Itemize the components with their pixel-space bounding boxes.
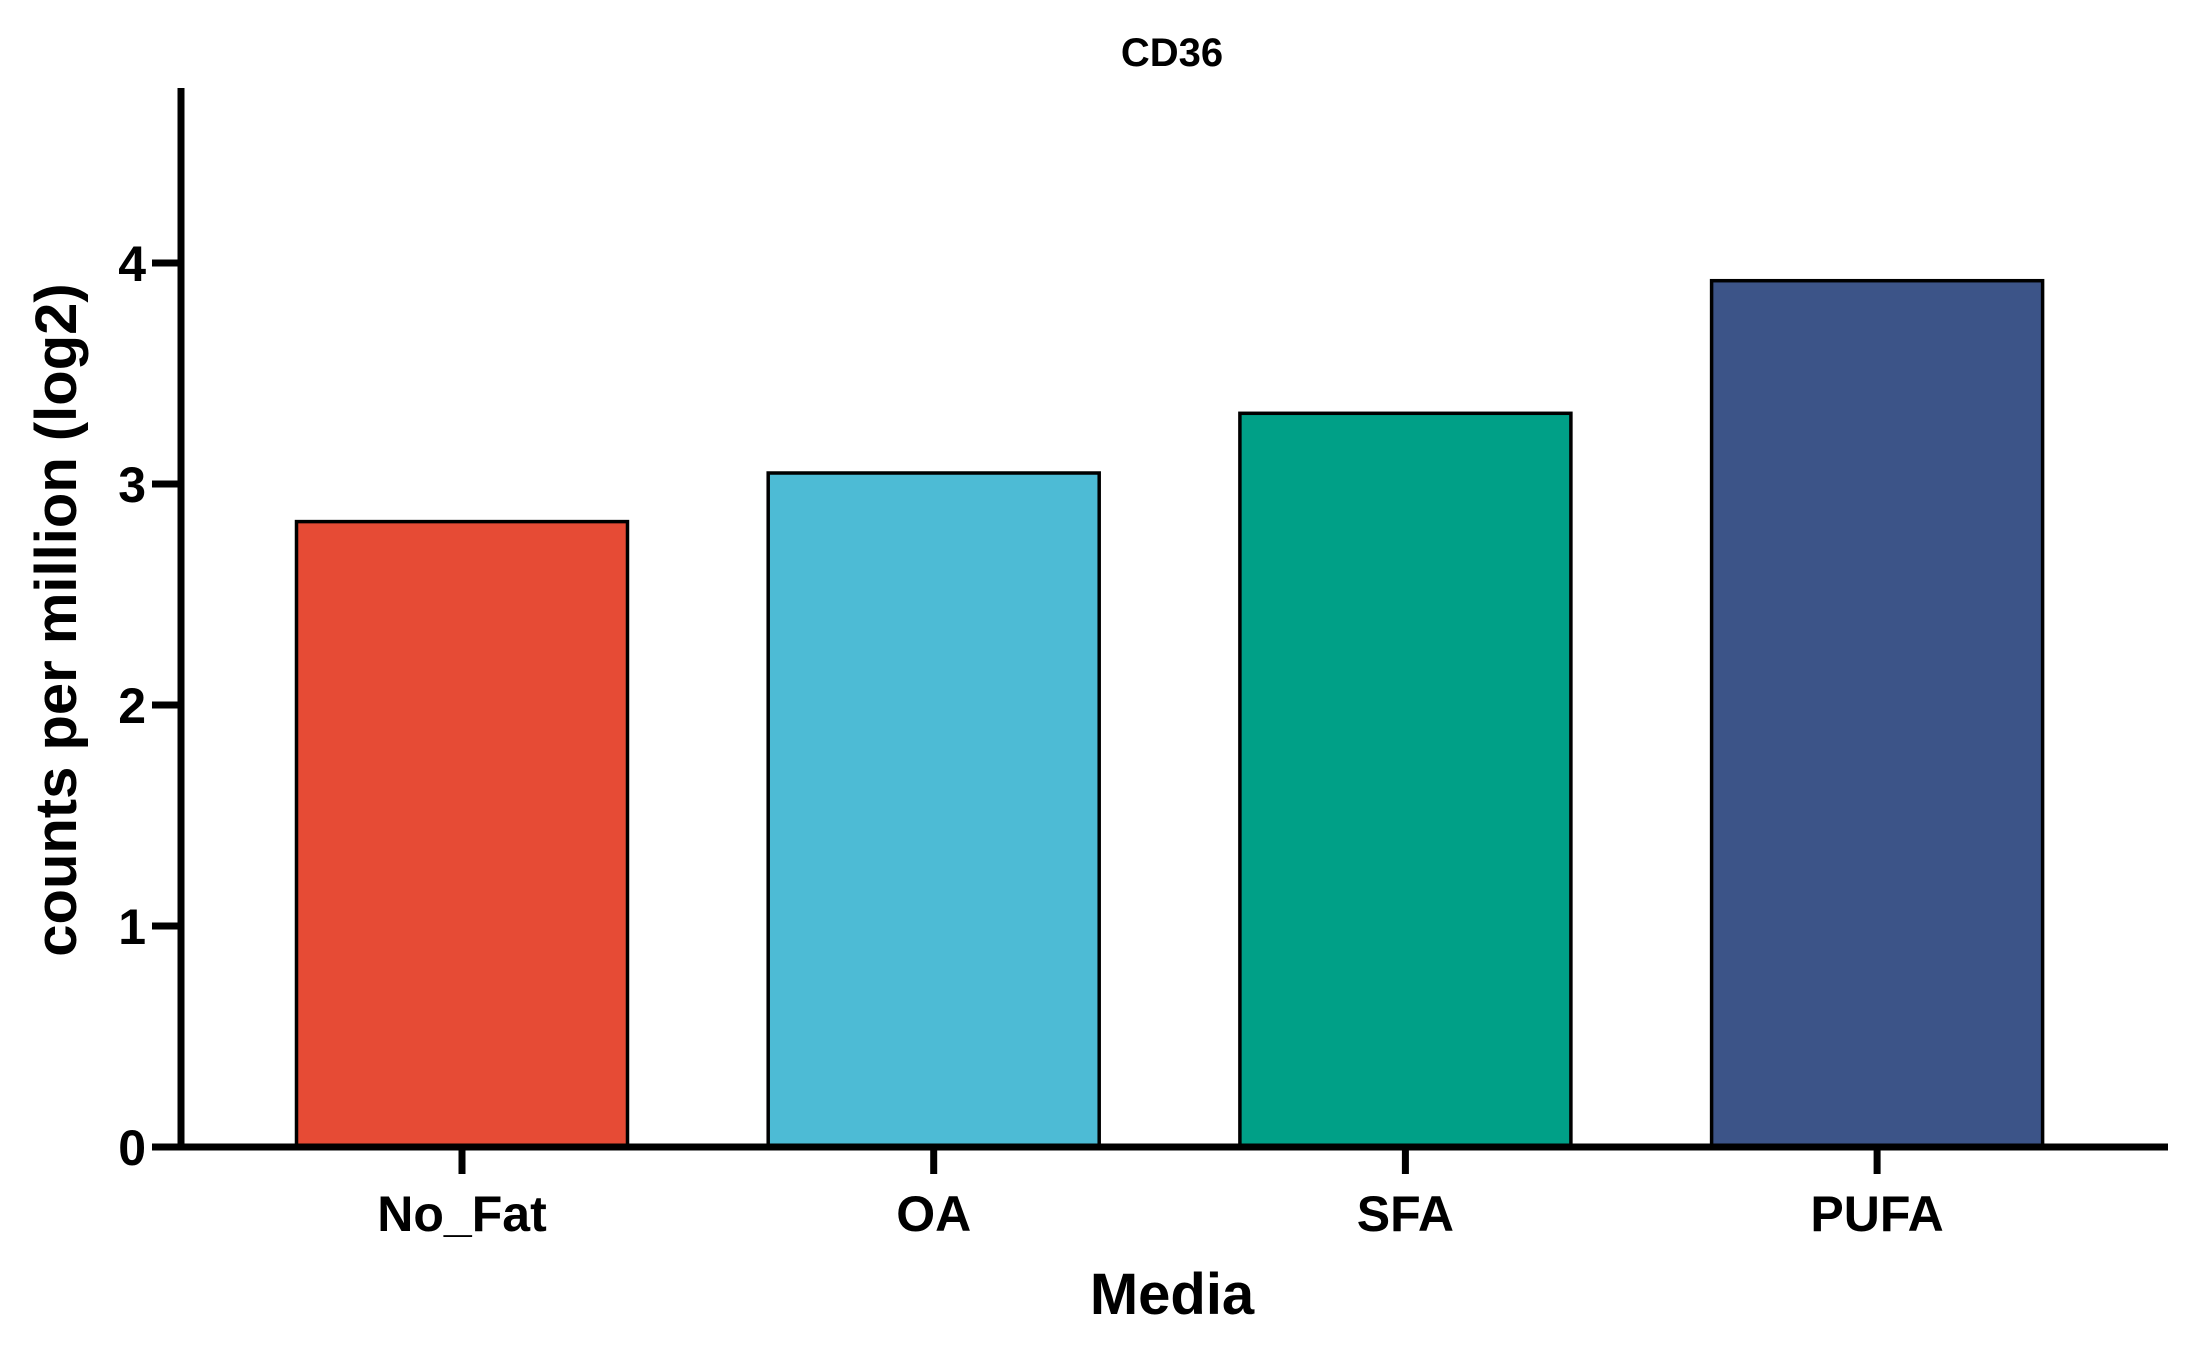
y-tick-label: 2 — [118, 678, 146, 734]
y-axis-ticks: 0 1 2 3 4 — [118, 236, 181, 1176]
y-tick-label: 4 — [118, 236, 146, 292]
x-axis-ticks: No_Fat OA SFA PUFA — [377, 1147, 1944, 1242]
bar-no-fat — [294, 519, 630, 1149]
x-tick-label: OA — [896, 1186, 971, 1242]
chart-title: CD36 — [1121, 31, 1223, 75]
y-tick-label: 1 — [118, 899, 146, 955]
bar-oa — [766, 471, 1101, 1149]
bars-group — [294, 278, 2045, 1149]
x-tick-label: PUFA — [1810, 1186, 1943, 1242]
bar-pufa — [1709, 278, 2045, 1149]
y-tick-label: 0 — [118, 1120, 146, 1176]
x-axis-title: Media — [1090, 1262, 1255, 1327]
y-tick-label: 3 — [118, 457, 146, 513]
bar-sfa — [1238, 411, 1573, 1149]
x-tick-label: SFA — [1357, 1186, 1454, 1242]
y-axis-title: counts per million (log2) — [24, 283, 89, 956]
x-tick-label: No_Fat — [377, 1186, 547, 1242]
